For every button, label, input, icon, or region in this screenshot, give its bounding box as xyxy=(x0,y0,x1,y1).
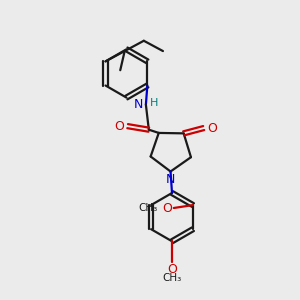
Text: H: H xyxy=(149,98,158,108)
Text: N: N xyxy=(134,98,143,111)
Text: O: O xyxy=(167,263,177,276)
Text: O: O xyxy=(207,122,217,135)
Text: N: N xyxy=(166,173,175,186)
Text: CH₃: CH₃ xyxy=(138,203,158,213)
Text: O: O xyxy=(114,120,124,133)
Text: O: O xyxy=(162,202,172,214)
Text: CH₃: CH₃ xyxy=(162,273,182,283)
